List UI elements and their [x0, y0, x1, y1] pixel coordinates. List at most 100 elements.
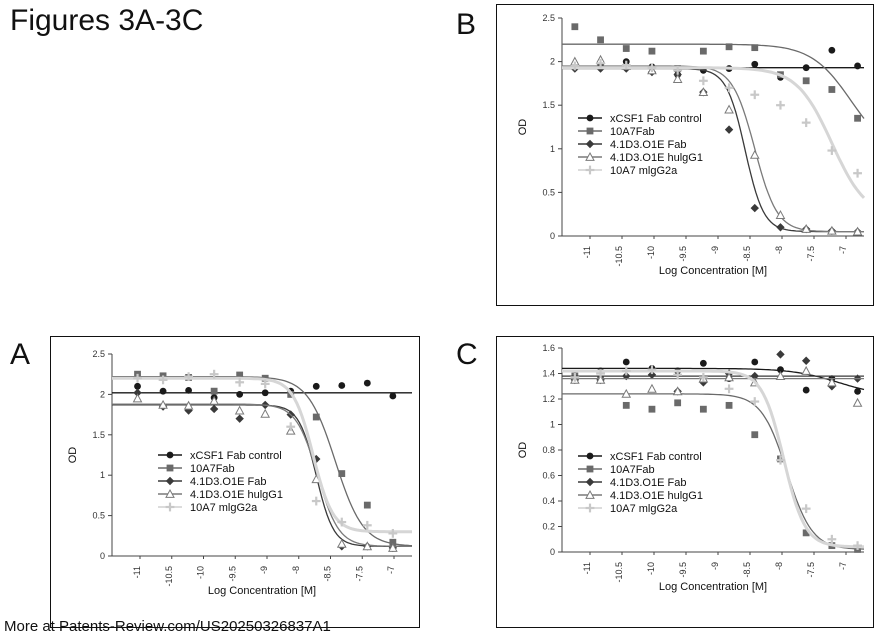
y-tick-label: 0.6 — [542, 471, 555, 481]
y-tick-label: 0 — [100, 551, 105, 561]
data-point — [724, 104, 734, 114]
data-point — [775, 370, 786, 380]
data-point — [725, 401, 733, 409]
data-point — [853, 541, 862, 551]
data-point — [647, 63, 657, 73]
legend-entry: 4.1D3.O1E hulgG1 — [610, 152, 703, 164]
data-point — [158, 399, 168, 409]
chart-c: 0 0.2 0.4 0.6 0.8 1 1.2 1.4 1.6 -11 -10.5 -10 -9.5 -9… — [517, 343, 865, 593]
y-tick-label: 0.5 — [92, 511, 105, 521]
x-tick-label: -10 — [646, 246, 656, 259]
x-tick-label: -11 — [132, 566, 142, 578]
data-point — [622, 371, 631, 381]
data-point — [338, 470, 346, 477]
legend-marker — [166, 464, 174, 472]
x-tick-label: -9 — [710, 246, 720, 254]
legend-marker — [165, 488, 175, 498]
data-point — [388, 528, 398, 538]
legend-entry: 4.1D3.O1E hulgG1 — [610, 490, 703, 502]
data-point — [776, 455, 785, 465]
data-point — [133, 373, 142, 383]
data-point — [389, 538, 397, 546]
data-point — [724, 372, 734, 382]
data-point — [570, 61, 580, 71]
data-point — [621, 366, 631, 376]
data-point — [596, 58, 605, 68]
series-2 — [562, 64, 864, 236]
y-tick-label: 1 — [100, 470, 105, 480]
x-tick-label: -9.5 — [227, 566, 237, 582]
data-point — [336, 538, 347, 548]
series-4 — [112, 369, 412, 538]
data-point — [388, 542, 398, 552]
data-point — [801, 356, 811, 365]
x-tick-label: -7 — [386, 566, 396, 574]
data-point — [234, 405, 245, 415]
y-tick-label: 1.2 — [542, 394, 555, 404]
data-point — [209, 404, 219, 414]
data-point — [827, 377, 837, 387]
footer-source-note: More at Patents-Review.com/US20250326837… — [4, 618, 331, 635]
y-tick-label: 2 — [100, 389, 105, 399]
data-point — [776, 223, 785, 232]
legend-entry: 10A7Fab — [190, 463, 235, 475]
data-point — [801, 365, 812, 375]
data-point — [751, 358, 759, 366]
data-point — [776, 350, 785, 359]
x-tick-label: -8 — [774, 562, 784, 570]
data-point — [802, 77, 810, 85]
legend-entry: 10A7 mlgG2a — [190, 502, 258, 514]
data-point — [648, 405, 656, 413]
x-axis-label: Log Concentration [M] — [208, 585, 316, 597]
data-point — [596, 369, 605, 378]
data-point — [389, 392, 397, 400]
series-4 — [562, 58, 866, 199]
x-tick-label: -10.5 — [614, 562, 624, 583]
data-point — [311, 496, 321, 506]
y-tick-label: 1 — [550, 420, 555, 430]
panel-letter-a: A — [10, 338, 31, 371]
data-point — [362, 541, 373, 551]
data-point — [751, 44, 759, 52]
legend-entry: 4.1D3.O1E hulgG1 — [190, 489, 283, 501]
data-point — [158, 375, 168, 385]
data-point — [362, 520, 372, 530]
data-point — [828, 46, 836, 54]
data-point — [802, 529, 810, 537]
data-point — [673, 370, 683, 380]
legend-entry: 4.1D3.O1E Fab — [610, 477, 686, 489]
legend-marker — [585, 165, 595, 175]
panel-letter-c: C — [456, 338, 478, 371]
data-point — [750, 397, 760, 406]
legend-marker — [165, 502, 175, 512]
x-tick-label: -8 — [291, 566, 301, 574]
y-tick-label: 1 — [550, 144, 555, 154]
x-tick-label: -8.5 — [742, 562, 752, 578]
data-point — [184, 372, 193, 382]
legend-marker — [165, 476, 175, 486]
chart-panel-b — [496, 4, 874, 306]
data-point — [699, 359, 707, 367]
y-axis-label: OD — [517, 119, 529, 136]
x-tick-label: -8.5 — [742, 246, 752, 262]
y-tick-label: 1.4 — [542, 369, 555, 379]
data-point — [622, 401, 630, 409]
y-tick-label: 0.8 — [542, 445, 555, 455]
series-2 — [562, 350, 864, 396]
y-tick-label: 0 — [550, 547, 555, 557]
data-point — [698, 76, 708, 86]
data-point — [673, 65, 683, 75]
y-axis-label: OD — [517, 442, 529, 459]
series-1 — [562, 23, 865, 122]
data-point — [261, 389, 269, 397]
data-point — [622, 358, 630, 366]
data-point — [363, 501, 371, 509]
y-tick-label: 0.5 — [542, 187, 555, 197]
data-point — [776, 100, 785, 110]
legend-marker — [586, 114, 594, 122]
data-point — [647, 383, 657, 393]
y-tick-label: 1.5 — [542, 100, 555, 110]
x-tick-label: -9.5 — [678, 246, 688, 262]
data-point — [338, 382, 346, 389]
panel-letter-b: B — [456, 8, 477, 41]
